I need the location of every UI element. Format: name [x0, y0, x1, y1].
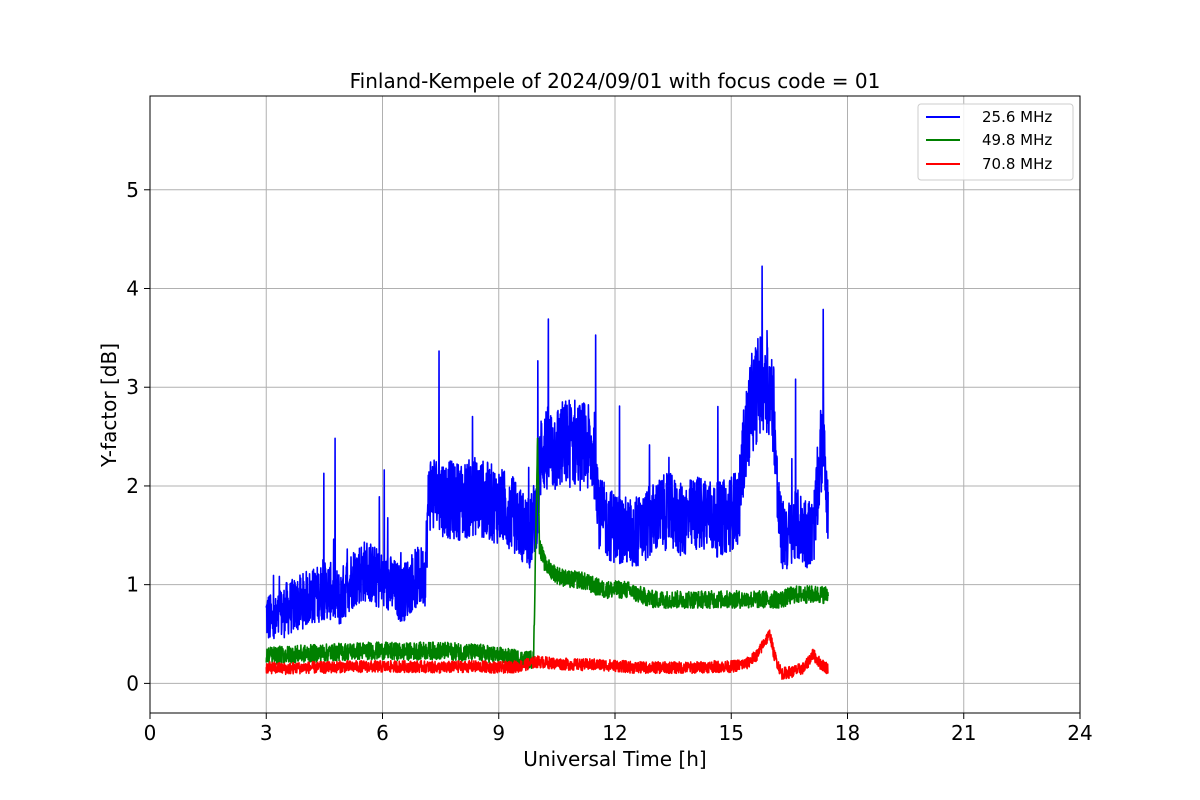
chart-title: Finland-Kempele of 2024/09/01 with focus…	[350, 69, 881, 93]
x-tick-label: 15	[719, 721, 744, 745]
y-tick-label: 0	[126, 671, 139, 695]
x-tick-label: 18	[835, 721, 860, 745]
x-tick-label: 0	[144, 721, 157, 745]
y-tick-label: 5	[126, 178, 139, 202]
legend-label-70-8-mhz: 70.8 MHz	[982, 155, 1052, 173]
series-line-25-6-mhz	[265, 265, 829, 640]
y-tick-label: 4	[126, 277, 139, 301]
y-tick-label: 1	[126, 573, 139, 597]
y-axis-label: Y-factor [dB]	[97, 343, 121, 468]
y-tick-label: 2	[126, 474, 139, 498]
legend-box	[917, 103, 1074, 181]
x-tick-label: 21	[951, 721, 976, 745]
legend-label-49-8-mhz: 49.8 MHz	[982, 131, 1052, 149]
x-tick-label: 3	[260, 721, 273, 745]
series-line-70-8-mhz	[265, 629, 829, 680]
legend-label-25-6-mhz: 25.6 MHz	[982, 108, 1052, 126]
x-axis-label: Universal Time [h]	[523, 747, 706, 771]
series-line-49-8-mhz	[265, 437, 829, 670]
x-tick-label: 9	[492, 721, 505, 745]
legend: 25.6 MHz 49.8 MHz 70.8 MHz	[917, 103, 1074, 181]
x-tick-label: 6	[376, 721, 389, 745]
x-tick-label: 12	[602, 721, 627, 745]
y-tick-label: 3	[126, 375, 139, 399]
series-layer	[265, 265, 829, 680]
x-tick-label: 24	[1067, 721, 1092, 745]
